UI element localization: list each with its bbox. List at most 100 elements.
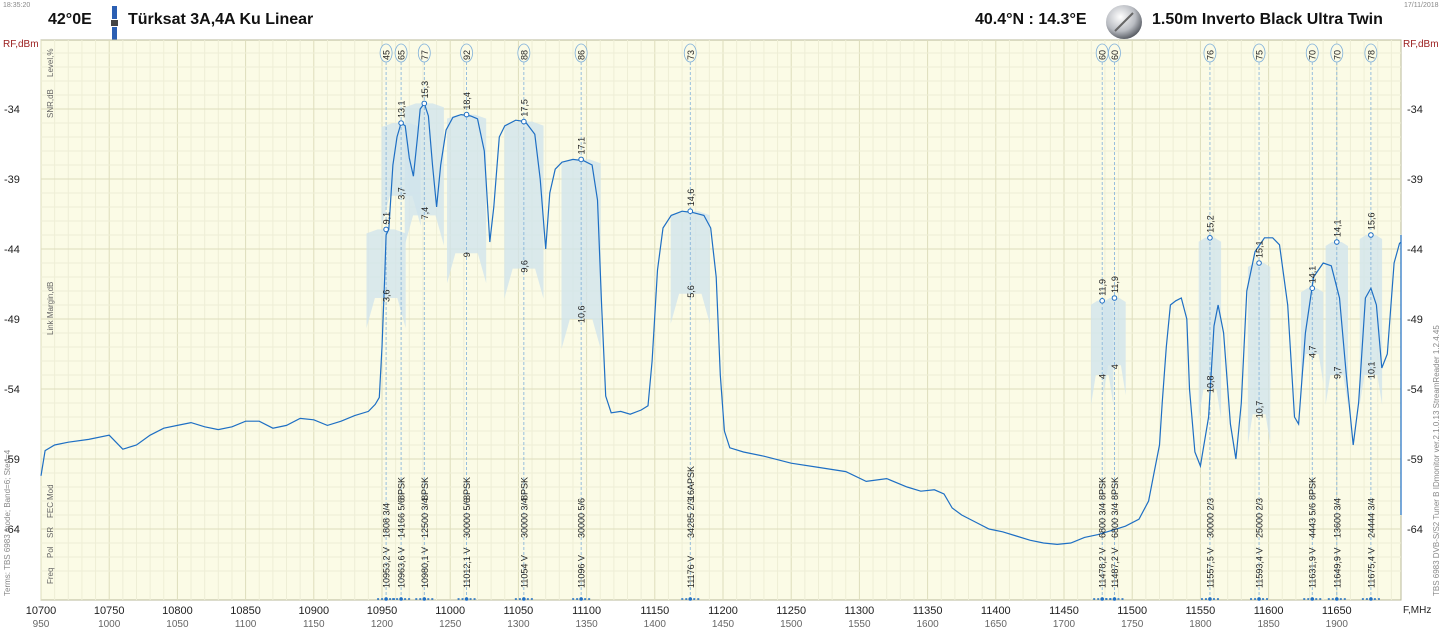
y-tick-left: -54 bbox=[4, 384, 20, 396]
if-tick-label: 1850 bbox=[1257, 619, 1280, 630]
spectrum-trace bbox=[40, 102, 1402, 546]
center-dot bbox=[399, 597, 403, 601]
x-tick-label: 11350 bbox=[913, 605, 943, 617]
snr-label: 18,4 bbox=[462, 92, 472, 110]
center-dot bbox=[384, 597, 388, 601]
mod-label: 8PSK bbox=[1098, 477, 1108, 500]
snr-label: 15,6 bbox=[1366, 212, 1376, 230]
level-label: 75 bbox=[1255, 50, 1265, 60]
if-tick-label: 1350 bbox=[575, 619, 598, 630]
freq-pol-label: 11478,2 V bbox=[1098, 548, 1108, 588]
margin-label: 7,4 bbox=[420, 207, 430, 220]
x-tick-label: 10700 bbox=[26, 605, 57, 617]
if-tick-label: 1750 bbox=[1121, 619, 1144, 630]
x-tick-label: 10900 bbox=[299, 605, 330, 617]
mod-label: 8PSK bbox=[519, 477, 529, 500]
link-margin-axis-label: Link Margin,dB bbox=[46, 282, 55, 335]
snr-label: 13,1 bbox=[397, 100, 407, 118]
snr-label: 17,5 bbox=[519, 99, 529, 117]
snr-label: 11,9 bbox=[1110, 276, 1120, 293]
margin-label: 10,1 bbox=[1366, 361, 1376, 379]
orbital-position: 42°0E bbox=[48, 11, 92, 28]
freq-pol-label: 11054 V bbox=[519, 555, 529, 588]
x-tick-label: 10750 bbox=[94, 605, 125, 617]
terms-label: Terms: TBS 6983 mode; Band=6; Step=4 bbox=[3, 449, 12, 596]
y-tick-left: -64 bbox=[4, 524, 20, 536]
sr-axis-label: SR bbox=[46, 527, 55, 538]
center-dot bbox=[464, 597, 469, 601]
freq-pol-label: 11649,9 V bbox=[1332, 548, 1342, 588]
freq-pol-label: 11176 V bbox=[686, 556, 696, 588]
dish-icon bbox=[1106, 5, 1142, 39]
snr-label: 14,6 bbox=[686, 189, 696, 207]
snr-marker bbox=[421, 100, 428, 107]
center-dot bbox=[1369, 597, 1373, 601]
if-tick-label: 1200 bbox=[371, 619, 394, 630]
level-label: 60 bbox=[1110, 50, 1120, 60]
margin-label: 4 bbox=[1098, 374, 1108, 379]
margin-label: 4 bbox=[1110, 364, 1120, 369]
level-label: 73 bbox=[686, 50, 696, 60]
center-dot bbox=[1257, 597, 1261, 601]
level-label: 92 bbox=[462, 50, 472, 60]
if-tick-label: 1400 bbox=[644, 619, 667, 630]
transponder-markers bbox=[377, 43, 1380, 601]
y-tick-right: -44 bbox=[1407, 244, 1423, 256]
margin-label: 10,7 bbox=[1255, 401, 1265, 419]
if-tick-label: 1700 bbox=[1053, 619, 1076, 630]
mod-axis-label: Mod bbox=[46, 484, 55, 500]
margin-label: 3,7 bbox=[397, 187, 407, 200]
satellite-icon bbox=[111, 6, 118, 40]
sr-fec-label: 14166 5/6 bbox=[397, 498, 407, 538]
margin-label: 9 bbox=[462, 252, 472, 257]
snr-marker bbox=[1099, 298, 1105, 304]
snr-label: 15,2 bbox=[1205, 215, 1215, 233]
margin-area bbox=[1301, 288, 1324, 384]
snr-marker bbox=[398, 120, 404, 126]
x-tick-label: 11550 bbox=[1186, 605, 1216, 617]
if-tick-label: 1000 bbox=[98, 619, 121, 630]
sr-fec-label: 30000 5/6 bbox=[577, 498, 587, 538]
center-dot bbox=[688, 597, 693, 601]
if-tick-label: 1550 bbox=[848, 619, 871, 630]
y-tick-left: -44 bbox=[4, 244, 20, 256]
margin-label: 5,6 bbox=[686, 285, 696, 298]
level-bubble bbox=[1364, 43, 1378, 63]
level-bubble bbox=[1252, 43, 1266, 63]
level-label: 88 bbox=[519, 50, 529, 60]
level-label: 60 bbox=[1098, 50, 1108, 60]
if-tick-label: 1800 bbox=[1189, 619, 1212, 630]
level-bubble bbox=[379, 43, 393, 63]
margin-label: 10,6 bbox=[577, 305, 587, 323]
if-tick-label: 950 bbox=[33, 619, 50, 630]
snr-marker bbox=[1207, 235, 1213, 241]
x-tick-label: 11450 bbox=[1049, 605, 1079, 617]
snr-label: 14,1 bbox=[1308, 266, 1318, 284]
grid bbox=[40, 40, 1401, 600]
x-tick-label: 11200 bbox=[708, 605, 738, 617]
level-label: 45 bbox=[382, 50, 392, 60]
sr-fec-label: 13600 3/4 bbox=[1332, 498, 1342, 538]
snr-label: 14,1 bbox=[1332, 219, 1342, 237]
x-tick-label: 11100 bbox=[572, 605, 601, 617]
freq-pol-label: 11096 V bbox=[577, 555, 587, 588]
freq-pol-label: 10980,1 V bbox=[420, 547, 430, 588]
x-tick-label: 10950 bbox=[367, 605, 398, 617]
level-label: 70 bbox=[1332, 50, 1342, 60]
y-tick-right: -59 bbox=[1407, 454, 1423, 466]
center-dot bbox=[422, 597, 427, 601]
x-tick-labels: 10700 10750 10800 10850 10900 10950 11000 11050… bbox=[26, 605, 1352, 630]
satellite-name: Türksat 3A,4A Ku Linear bbox=[128, 11, 314, 28]
snr-marker bbox=[578, 156, 584, 163]
sr-fec-label: 12500 3/4 bbox=[420, 498, 430, 538]
freq-pol-label: 11557,5 V bbox=[1205, 548, 1215, 588]
level-bubble bbox=[394, 43, 408, 63]
level-label: 70 bbox=[1308, 50, 1318, 60]
level-label: 77 bbox=[420, 50, 430, 60]
y-tick-labels: -34 -34 -39 -39 -44 -44 -49 -49 -54 -54 -59 -59 -64 -… bbox=[4, 104, 1423, 536]
level-label: 86 bbox=[577, 50, 587, 60]
snr-marker bbox=[463, 111, 470, 118]
x-tick-label: 11300 bbox=[845, 605, 875, 617]
